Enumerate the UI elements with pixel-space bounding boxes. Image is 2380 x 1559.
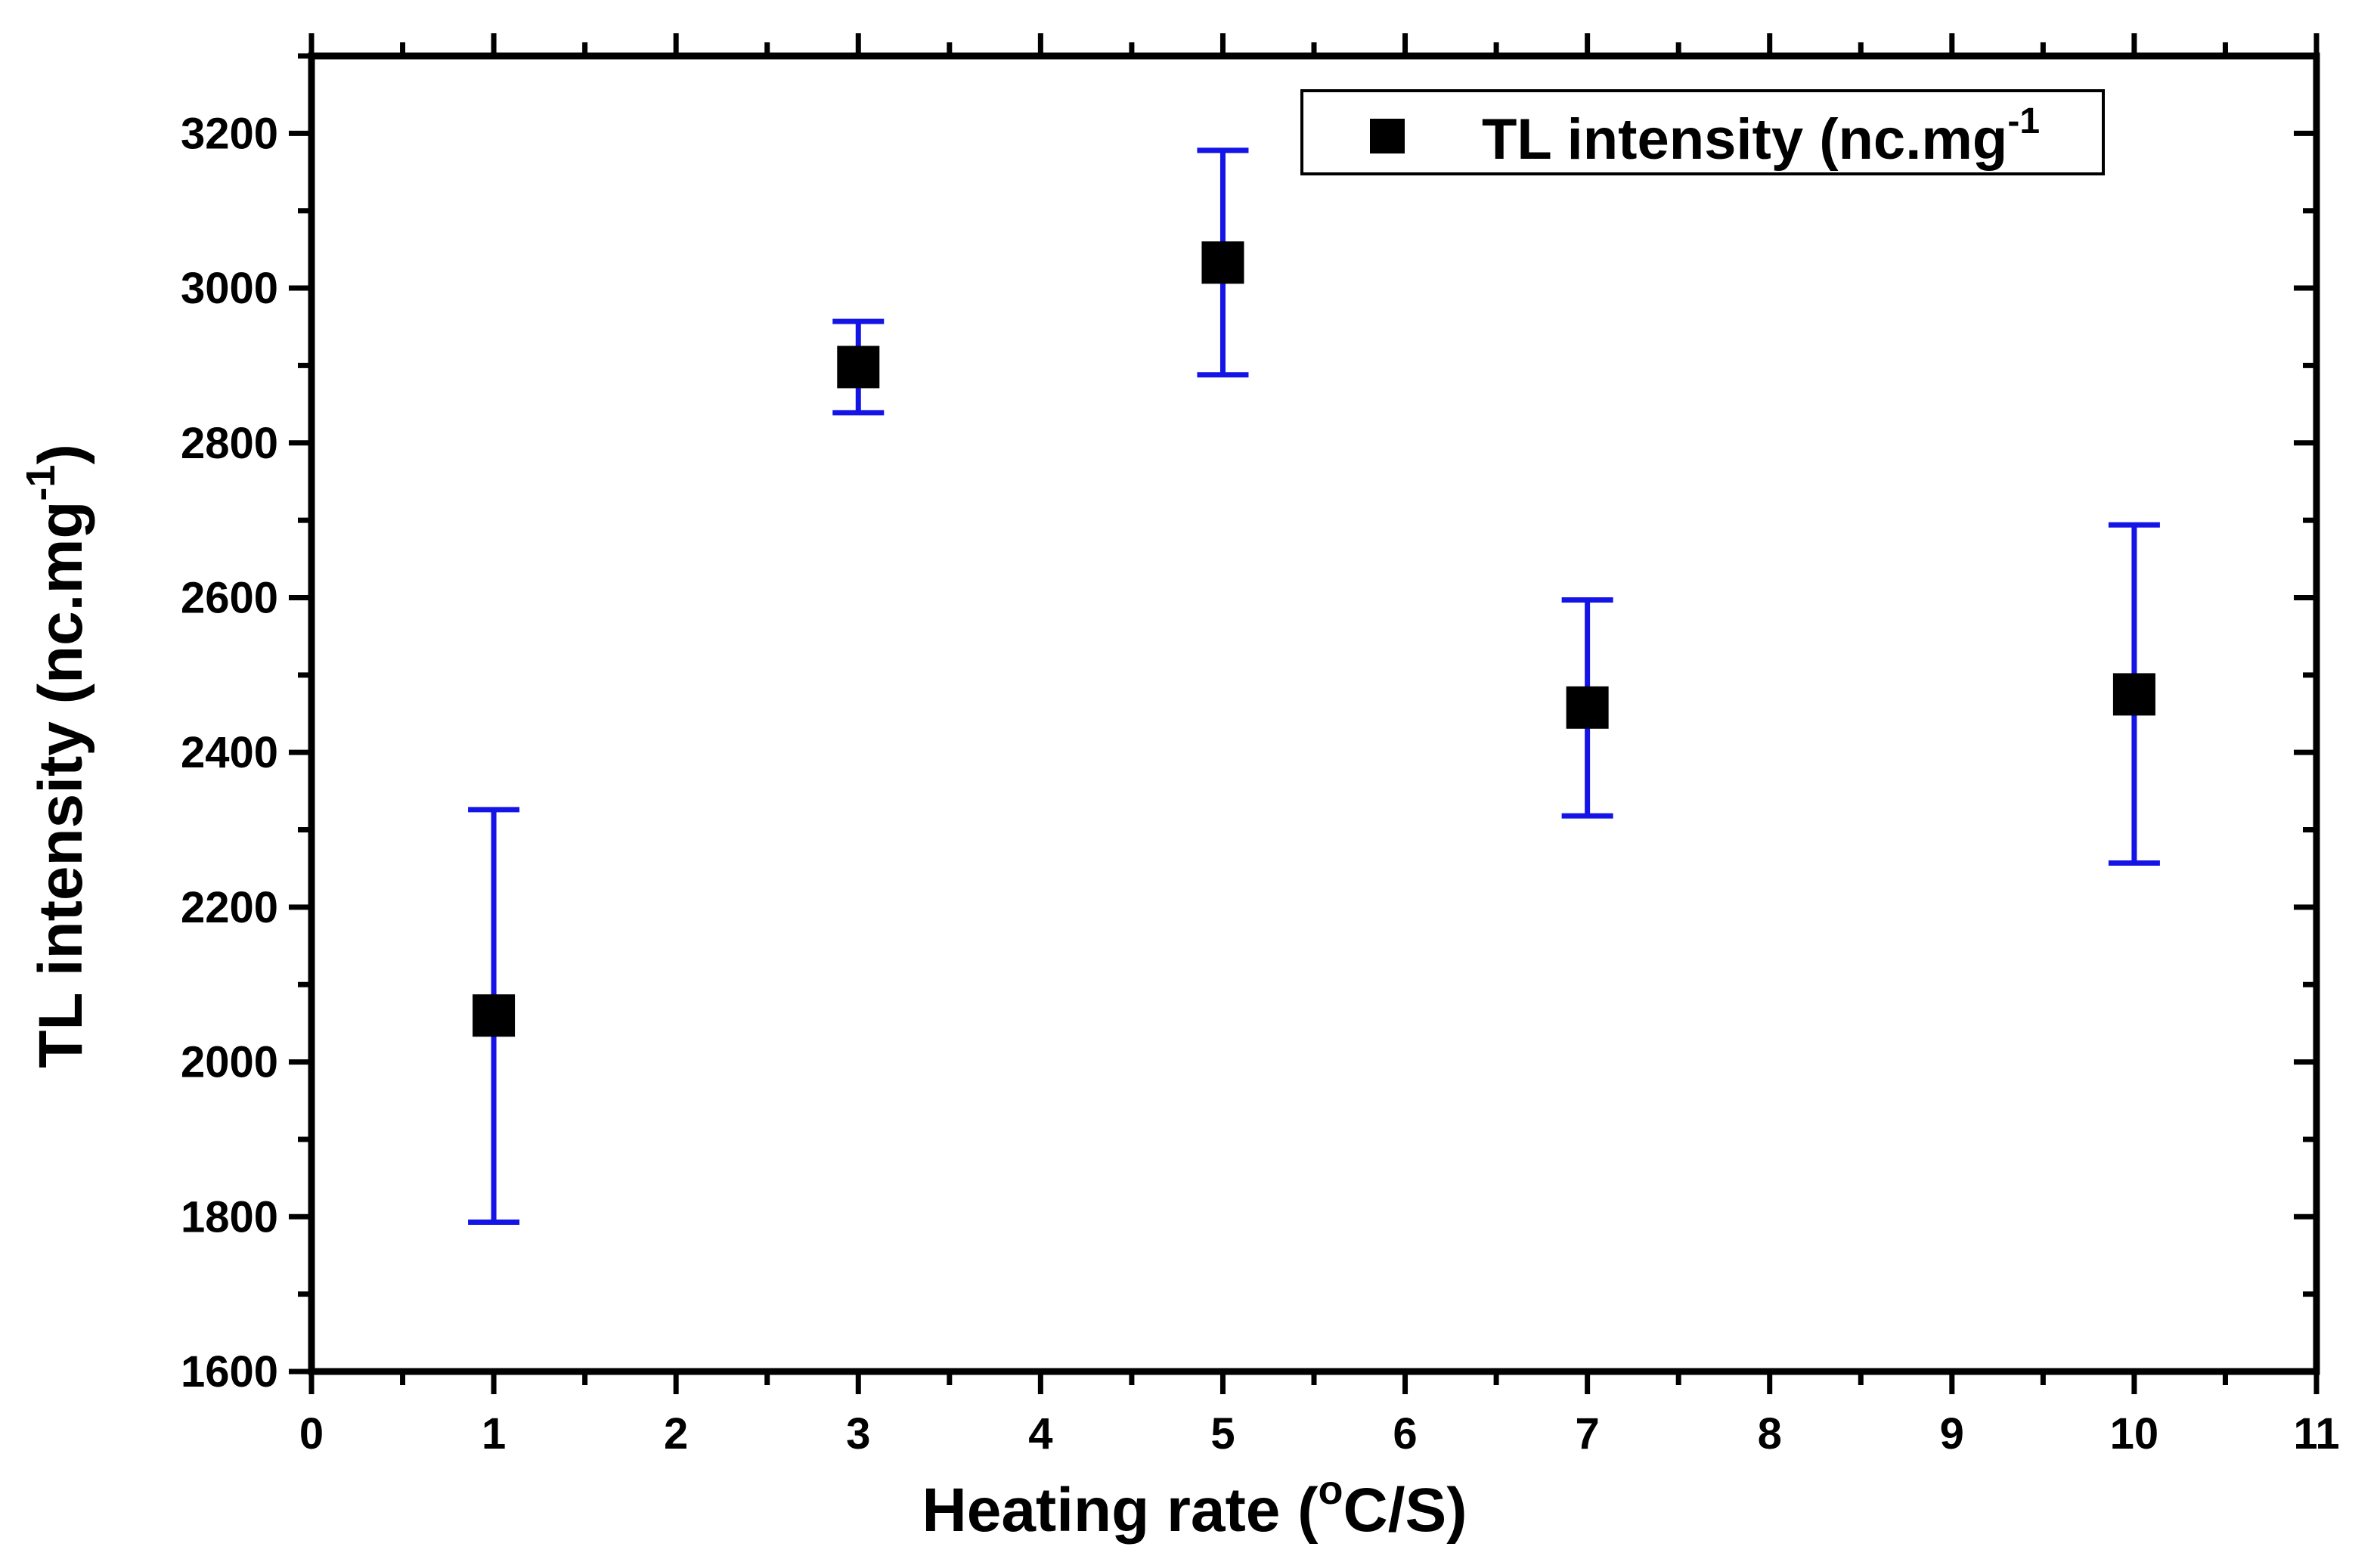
x-tick-label: 11 (2293, 1409, 2339, 1458)
x-tick-label: 8 (1758, 1409, 1782, 1458)
y-tick-label: 2800 (181, 419, 278, 468)
x-tick-label: 4 (1028, 1409, 1052, 1458)
y-axis-title: TL intensity (nc.mg-1) (18, 444, 95, 1068)
x-tick-label: 7 (1576, 1409, 1600, 1458)
data-point (2112, 673, 2155, 716)
y-tick-label: 2400 (181, 728, 278, 777)
plot-frame (308, 52, 2320, 1375)
x-tick-label: 5 (1210, 1409, 1235, 1458)
x-tick-label: 6 (1393, 1409, 1417, 1458)
legend-box (1300, 89, 2105, 175)
data-point (1201, 241, 1244, 284)
x-tick-label: 9 (1940, 1409, 1964, 1458)
data-point (473, 994, 516, 1037)
legend-marker (1370, 119, 1405, 153)
y-tick-label: 2200 (181, 883, 278, 932)
legend-label: TL intensity (nc.mg-1 (1482, 101, 2040, 172)
legend: TL intensity (nc.mg-1 (1300, 89, 2105, 175)
x-tick-labels: 0 1 2 3 4 5 6 7 8 9 10 11 (299, 1409, 2340, 1458)
y-tick-label: 2000 (181, 1038, 278, 1087)
x-tick-label: 0 (299, 1409, 324, 1458)
x-axis-title: Heating rate (oC/S) (922, 1468, 1467, 1545)
x-tick-label: 3 (846, 1409, 870, 1458)
x-tick-label: 10 (2110, 1409, 2159, 1458)
y-tick-label: 1600 (181, 1347, 278, 1396)
y-tick-label: 2600 (181, 573, 278, 622)
data-point (837, 346, 880, 389)
data-point (1566, 686, 1609, 729)
data-points (473, 241, 2155, 1037)
x-tick-label: 2 (664, 1409, 688, 1458)
y-tick-label: 3200 (181, 109, 278, 158)
x-tick-label: 1 (482, 1409, 506, 1458)
y-tick-label: 1800 (181, 1192, 278, 1241)
y-tick-labels: 1600 1800 2000 2200 2400 2600 2800 3000 3200 (181, 109, 278, 1396)
y-tick-label: 3000 (181, 264, 278, 313)
